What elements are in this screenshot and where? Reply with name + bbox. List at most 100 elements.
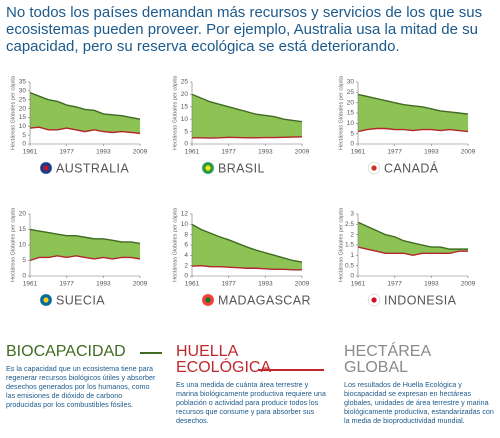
x-tick-label: 1961 xyxy=(185,149,200,156)
y-tick-label: 8 xyxy=(184,231,188,238)
y-tick-label: 3 xyxy=(350,211,354,218)
y-tick-label: 30 xyxy=(347,79,355,86)
y-tick-label: 0 xyxy=(22,273,26,280)
y-tick-label: 4 xyxy=(184,252,188,259)
line xyxy=(29,126,141,135)
y-tick-label: 20 xyxy=(19,105,27,112)
flag-detail xyxy=(205,165,211,171)
x-tick-label: 1961 xyxy=(351,149,366,156)
y-axis-label: Hectáreas Globales per cápita xyxy=(10,207,16,282)
country-label: CANADÁ xyxy=(384,160,439,175)
line xyxy=(357,93,469,115)
line xyxy=(192,136,303,139)
area xyxy=(192,224,302,270)
definition: HUELLA ECOLÓGICA Es una medida de cuánta … xyxy=(176,343,326,426)
y-tick-label: 0 xyxy=(350,141,354,148)
y-axis-label: Hectáreas Globales per cápita xyxy=(172,207,178,282)
line xyxy=(357,127,469,133)
flag-detail xyxy=(43,165,49,171)
y-tick-label: 15 xyxy=(19,114,27,121)
y-tick-label: 1.5 xyxy=(345,242,354,249)
line xyxy=(357,221,468,250)
definition: HECTÁREA GLOBAL Los resultados de Huella … xyxy=(344,343,494,426)
y-tick-label: 5 xyxy=(350,130,354,137)
y-tick-label: 25 xyxy=(181,79,189,86)
area xyxy=(30,229,140,261)
x-tick-label: 2009 xyxy=(295,149,310,156)
y-tick-label: 5 xyxy=(22,257,26,264)
x-tick-label: 2009 xyxy=(461,281,476,288)
y-tick-label: 12 xyxy=(181,211,189,218)
y-tick-label: 1 xyxy=(350,252,354,259)
line xyxy=(357,246,468,257)
flag-detail xyxy=(205,297,211,303)
definition-text: Los resultados de Huella Ecológica y bio… xyxy=(344,380,494,425)
line xyxy=(29,228,141,245)
y-tick-label: 10 xyxy=(181,221,189,228)
line xyxy=(29,255,141,262)
country-label: AUSTRALIA xyxy=(56,161,129,175)
y-tick-label: 10 xyxy=(19,123,27,130)
country-label: BRASIL xyxy=(218,161,265,175)
y-tick-label: 10 xyxy=(181,116,189,123)
x-tick-label: 1977 xyxy=(221,149,236,156)
y-tick-label: 6 xyxy=(184,242,188,249)
x-tick-label: 1961 xyxy=(23,149,38,156)
rule xyxy=(258,369,324,371)
y-tick-label: 30 xyxy=(19,88,27,95)
x-tick-label: 1961 xyxy=(23,281,38,288)
definition-text: Es una medida de cuánta área terrestre y… xyxy=(176,380,326,425)
definition: BIOCAPACIDAD Es la capacidad que un ecosi… xyxy=(6,343,156,410)
flag-detail xyxy=(43,297,49,303)
y-tick-label: 5 xyxy=(22,132,26,139)
x-tick-label: 1993 xyxy=(96,281,111,288)
x-tick-label: 1977 xyxy=(59,149,74,156)
y-tick-label: 0 xyxy=(22,141,26,148)
definition-title: HUELLA ECOLÓGICA xyxy=(176,343,272,376)
y-tick-label: 0.5 xyxy=(345,262,354,269)
x-tick-label: 1993 xyxy=(424,281,439,288)
rule xyxy=(140,352,162,354)
line xyxy=(29,91,141,120)
y-tick-label: 0 xyxy=(184,141,188,148)
x-tick-label: 1993 xyxy=(258,149,273,156)
area xyxy=(358,94,468,132)
y-tick-label: 5 xyxy=(184,128,188,135)
x-tick-label: 2009 xyxy=(295,281,310,288)
x-tick-label: 1961 xyxy=(351,281,366,288)
country-label: MADAGASCAR xyxy=(218,293,311,307)
x-tick-label: 2009 xyxy=(133,281,148,288)
y-tick-label: 35 xyxy=(19,79,27,86)
y-tick-label: 20 xyxy=(181,91,189,98)
y-tick-label: 20 xyxy=(19,211,27,218)
country-label: SUECIA xyxy=(56,293,105,307)
definition-title: HECTÁREA GLOBAL xyxy=(344,343,431,376)
y-tick-label: 15 xyxy=(19,226,27,233)
y-tick-label: 0 xyxy=(350,273,354,280)
line xyxy=(191,223,303,263)
x-tick-label: 1993 xyxy=(96,149,111,156)
y-tick-label: 0 xyxy=(184,273,188,280)
flag-detail xyxy=(371,165,377,171)
y-tick-label: 10 xyxy=(19,242,27,249)
x-tick-label: 2009 xyxy=(461,149,476,156)
x-tick-label: 1977 xyxy=(59,281,74,288)
y-tick-label: 2.5 xyxy=(345,221,354,228)
intro: No todos los países demandan más recurso… xyxy=(6,4,483,55)
area xyxy=(192,94,302,139)
definition-title: BIOCAPACIDAD xyxy=(6,343,126,360)
x-tick-label: 1977 xyxy=(221,281,236,288)
area xyxy=(30,92,140,134)
y-tick-label: 25 xyxy=(347,89,355,96)
y-tick-label: 15 xyxy=(347,110,355,117)
y-axis-label: Hectáreas Globales per cápita xyxy=(172,75,178,150)
x-tick-label: 1961 xyxy=(185,281,200,288)
y-tick-label: 10 xyxy=(347,120,355,127)
x-tick-label: 1977 xyxy=(387,149,402,156)
definition-text: Es la capacidad que un ecosistema tiene … xyxy=(6,364,156,409)
line xyxy=(191,93,303,123)
line xyxy=(191,264,302,271)
flag-detail xyxy=(371,297,377,303)
